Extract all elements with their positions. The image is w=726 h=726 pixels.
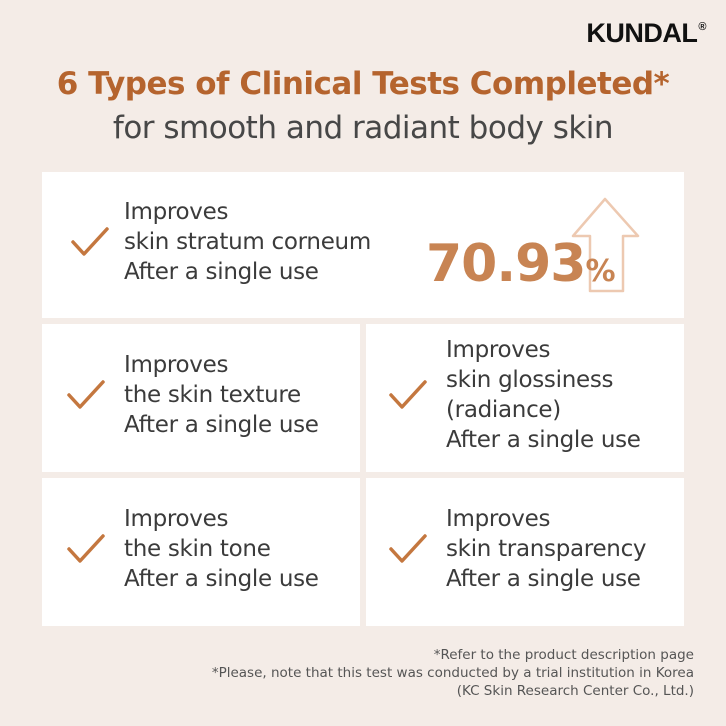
card-line: After a single use [124, 259, 319, 285]
card-text: Improves the skin texture After a single u… [124, 350, 319, 440]
card [42, 324, 360, 472]
check-icon [67, 380, 105, 409]
card-line: Improves [124, 199, 229, 225]
card-line: After a single use [446, 427, 641, 453]
card-line: Improves [446, 506, 551, 532]
subtitle: for smooth and radiant body skin [112, 110, 614, 146]
card [366, 478, 684, 626]
card [42, 172, 684, 318]
card [42, 478, 360, 626]
card-line: skin glossiness [446, 367, 614, 393]
check-icon [67, 534, 105, 563]
check-icon [71, 227, 109, 256]
card-line: skin stratum corneum [124, 229, 371, 255]
title: 6 Types of Clinical Tests Completed* [56, 66, 670, 102]
card-line: After a single use [446, 566, 641, 592]
card-line: Improves [446, 337, 551, 363]
card-text: Improves skin transparency After a single … [446, 504, 647, 594]
check-icon [389, 534, 427, 563]
card-line: After a single use [124, 412, 319, 438]
stat-value: 70.93 [426, 234, 586, 294]
brand-mark: ® [698, 21, 706, 33]
footnote: *Please, note that this test was conduct… [211, 665, 694, 681]
brand: KUNDAL® [586, 18, 706, 49]
check-icon [389, 380, 427, 409]
card-text: Improves the skin tone After a single use [124, 504, 319, 594]
card [366, 324, 684, 472]
card-line: skin transparency [446, 536, 647, 562]
stat: 70.93% [426, 234, 616, 294]
arrow-icon [571, 197, 640, 293]
card-text: Improves skin glossiness (radiance) After a… [446, 335, 641, 455]
card-text: Improves skin stratum corneum After a sing… [124, 197, 371, 287]
footnote: *Refer to the product description page [433, 647, 694, 663]
card-line: Improves [124, 506, 229, 532]
card-line: the skin tone [124, 536, 271, 562]
card-line: After a single use [124, 566, 319, 592]
card-line: the skin texture [124, 382, 301, 408]
footnote: (KC Skin Research Center Co., Ltd.) [456, 683, 694, 699]
brand-name: KUNDAL [586, 18, 698, 48]
card-line: Improves [124, 352, 229, 378]
card-line: (radiance) [446, 397, 561, 423]
stat-unit: % [585, 254, 615, 289]
